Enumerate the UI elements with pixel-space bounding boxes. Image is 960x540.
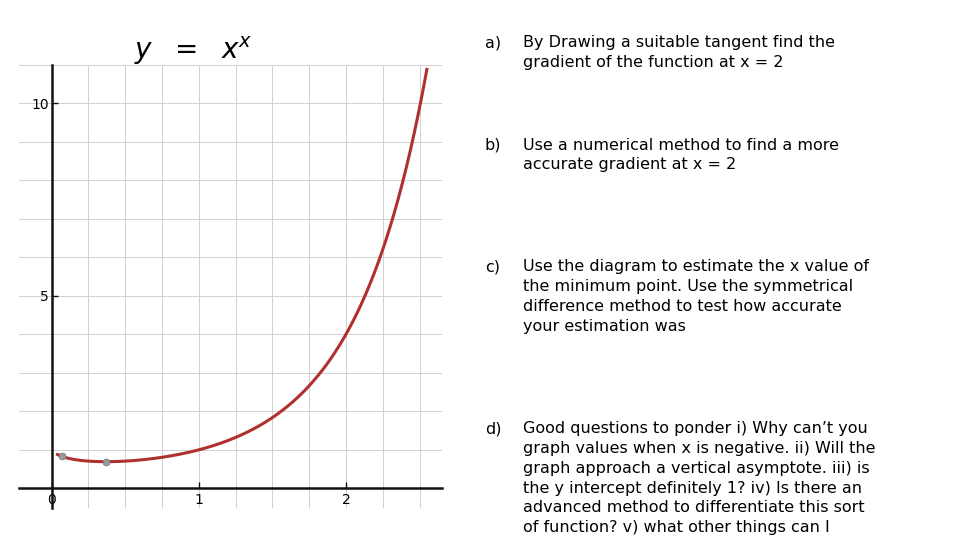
Text: Use the diagram to estimate the x value of
the minimum point. Use the symmetrica: Use the diagram to estimate the x value … <box>523 259 869 334</box>
Text: b): b) <box>485 138 501 153</box>
Text: $y\ \ =\ \ x^x$: $y\ \ =\ \ x^x$ <box>134 35 253 68</box>
Text: By Drawing a suitable tangent find the
gradient of the function at x = 2: By Drawing a suitable tangent find the g… <box>523 35 835 70</box>
Text: Good questions to ponder i) Why can’t you
graph values when x is negative. ii) W: Good questions to ponder i) Why can’t yo… <box>523 421 876 540</box>
Text: c): c) <box>485 259 500 274</box>
Text: Use a numerical method to find a more
accurate gradient at x = 2: Use a numerical method to find a more ac… <box>523 138 839 172</box>
Text: a): a) <box>485 35 501 50</box>
Text: d): d) <box>485 421 501 436</box>
